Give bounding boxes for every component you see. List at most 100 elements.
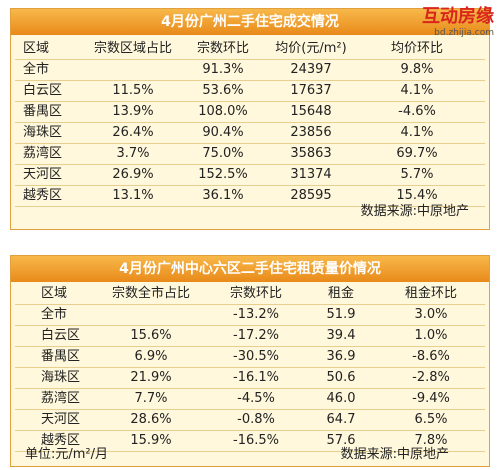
- cell: 6.5%: [414, 412, 448, 427]
- cell: 15.4%: [396, 188, 438, 203]
- cell: 1.0%: [414, 328, 448, 343]
- cell: -2.8%: [412, 370, 450, 385]
- cell: 57.6: [326, 433, 356, 448]
- row-line: [15, 164, 485, 165]
- cell: 36.1%: [202, 188, 244, 203]
- cell: 13.9%: [112, 104, 154, 119]
- cell: 35863: [290, 146, 332, 161]
- row-line: [15, 388, 485, 389]
- cell: 9.8%: [400, 62, 434, 77]
- cell: 21.9%: [130, 370, 172, 385]
- cell: 23856: [290, 125, 332, 140]
- note: 单位:元/m²/月: [25, 447, 109, 462]
- table: 4月份广州二手住宅成交情况 区域 宗数区域占比 宗数环比 均价(元/m²) 均价环比 全市 9…: [10, 8, 490, 230]
- row-line: [15, 80, 485, 81]
- cell: 15.9%: [130, 433, 172, 448]
- cell: 白云区: [41, 328, 81, 343]
- header-cell: 宗数全市占比: [111, 286, 191, 301]
- cell: -9.4%: [412, 391, 450, 406]
- header-cell: 宗数环比: [229, 286, 283, 301]
- cell: 152.5%: [198, 167, 248, 182]
- header-cell: 宗数区域占比: [93, 41, 173, 56]
- row-line: [15, 304, 485, 305]
- row-line: [15, 143, 485, 144]
- cell: 荔湾区: [41, 391, 81, 406]
- cell: -16.1%: [233, 370, 279, 385]
- cell: 天河区: [23, 167, 63, 182]
- cell: 番禺区: [23, 104, 63, 119]
- header-cell: 均价(元/m²): [275, 41, 347, 56]
- cell: 24397: [290, 62, 332, 77]
- cell: 39.4: [326, 328, 356, 343]
- row-line: [15, 101, 485, 102]
- cell: 全市: [41, 307, 68, 322]
- cell: 7.8%: [414, 433, 448, 448]
- header-cell: 租金: [327, 286, 355, 301]
- cell: -30.5%: [233, 349, 279, 364]
- note: 数据来源:中原地产: [360, 204, 469, 219]
- cell: -17.2%: [233, 328, 279, 343]
- cell: 46.0: [326, 391, 356, 406]
- cell: 4.1%: [400, 83, 434, 98]
- table-title: 4月份广州二手住宅成交情况: [11, 9, 489, 35]
- cell: 3.7%: [116, 146, 150, 161]
- cell: -8.6%: [412, 349, 450, 364]
- logo-url: bd.zhijia.com: [434, 28, 494, 38]
- cell: 15648: [290, 104, 332, 119]
- row-line: [15, 59, 485, 60]
- cell: 越秀区: [41, 433, 81, 448]
- row-line: [15, 409, 485, 410]
- cell: 5.7%: [400, 167, 434, 182]
- header-cell: 租金环比: [404, 286, 458, 301]
- cell: 番禺区: [41, 349, 81, 364]
- header-cell: 均价环比: [390, 41, 444, 56]
- cell: 全市: [23, 62, 50, 77]
- cell: 28595: [290, 188, 332, 203]
- cell: 海珠区: [23, 125, 63, 140]
- row-line: [15, 206, 485, 207]
- row-line: [15, 325, 485, 326]
- cell: 13.1%: [112, 188, 154, 203]
- cell: 海珠区: [41, 370, 81, 385]
- cell: 69.7%: [396, 146, 438, 161]
- cell: 36.9: [326, 349, 356, 364]
- cell: 4.1%: [400, 125, 434, 140]
- cell: -4.6%: [398, 104, 436, 119]
- cell: 17637: [290, 83, 332, 98]
- cell: 11.5%: [112, 83, 154, 98]
- cell: 90.4%: [202, 125, 244, 140]
- cell: -13.2%: [233, 307, 279, 322]
- header-cell: 区域: [41, 286, 68, 301]
- table: 4月份广州中心六区二手住宅租赁量价情况区域 宗数全市占比 宗数环比 租金 租金环比全市 -…: [10, 255, 490, 467]
- cell: 越秀区: [23, 188, 63, 203]
- cell: 白云区: [23, 83, 63, 98]
- logo: 互动房缘 bd.zhijia.com: [422, 2, 494, 38]
- cell: 53.6%: [202, 83, 244, 98]
- cell: 108.0%: [198, 104, 248, 119]
- cell: 91.3%: [202, 62, 244, 77]
- cell: 64.7: [326, 412, 356, 427]
- cell: 28.6%: [130, 412, 172, 427]
- cell: 50.6: [326, 370, 356, 385]
- cell: 75.0%: [202, 146, 244, 161]
- row-line: [15, 451, 485, 452]
- cell: 15.6%: [130, 328, 172, 343]
- cell: -4.5%: [237, 391, 275, 406]
- cell: 天河区: [41, 412, 81, 427]
- cell: 7.7%: [134, 391, 168, 406]
- note: 数据来源:中原地产: [340, 447, 449, 462]
- logo-name: 互动房缘: [422, 6, 494, 27]
- header-cell: 区域: [23, 41, 50, 56]
- cell: 3.0%: [414, 307, 448, 322]
- cell: 31374: [290, 167, 332, 182]
- cell: 26.9%: [112, 167, 154, 182]
- cell: 26.4%: [112, 125, 154, 140]
- cell: -0.8%: [237, 412, 275, 427]
- row-line: [15, 346, 485, 347]
- cell: 6.9%: [134, 349, 168, 364]
- row-line: [15, 122, 485, 123]
- table-title: 4月份广州中心六区二手住宅租赁量价情况: [11, 256, 489, 282]
- cell: 荔湾区: [23, 146, 63, 161]
- cell: -16.5%: [233, 433, 279, 448]
